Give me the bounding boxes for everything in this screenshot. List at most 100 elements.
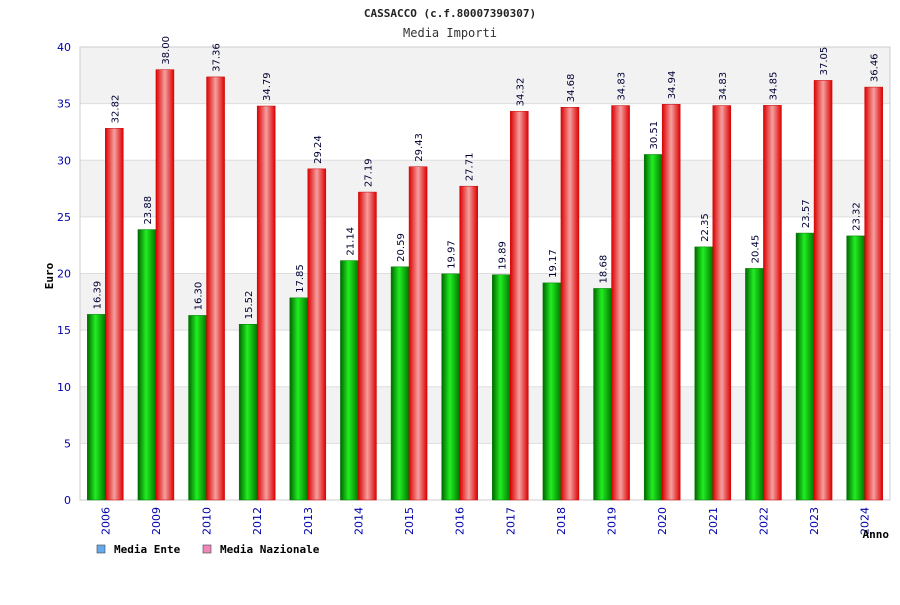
bar-media-nazionale	[307, 168, 327, 501]
value-label-media-nazionale: 37.05	[819, 47, 830, 76]
bar-media-ente	[643, 154, 663, 501]
legend: Media Ente Media Nazionale	[96, 543, 320, 556]
bar-media-ente	[745, 268, 764, 501]
x-tick-label: 2009	[150, 507, 163, 535]
y-tick-label: 20	[57, 268, 71, 281]
bar-media-nazionale	[408, 166, 428, 501]
value-label-media-nazionale: 29.24	[313, 135, 324, 164]
bar-media-ente	[795, 232, 815, 501]
bar-media-ente	[593, 288, 612, 501]
value-label-media-nazionale: 34.85	[768, 72, 779, 101]
x-axis: 2006 2009 2010 2012 2013 2014 2015 2016 2017 2018…	[99, 507, 871, 535]
bar-media-ente	[542, 282, 562, 501]
y-tick-label: 15	[57, 324, 71, 337]
bar-media-ente	[846, 235, 865, 501]
value-label-media-ente: 20.45	[750, 235, 761, 264]
x-tick-label: 2020	[656, 507, 669, 535]
legend-swatch-ente	[96, 544, 106, 554]
x-tick-label: 2014	[352, 507, 365, 535]
value-label-media-ente: 16.39	[92, 281, 103, 310]
bar-media-ente	[137, 229, 157, 501]
value-label-media-ente: 19.97	[447, 240, 458, 269]
value-label-media-ente: 15.52	[244, 291, 255, 320]
value-label-media-nazionale: 32.82	[110, 95, 121, 124]
legend-swatch-nazionale	[202, 544, 212, 554]
value-label-media-ente: 22.35	[700, 213, 711, 242]
value-label-media-nazionale: 27.19	[363, 158, 374, 187]
value-label-media-nazionale: 34.94	[667, 71, 678, 100]
y-tick-label: 10	[57, 381, 71, 394]
bar-media-nazionale	[105, 128, 124, 501]
bar-media-nazionale	[763, 105, 782, 501]
x-tick-label: 2019	[606, 507, 619, 535]
bar-media-nazionale	[459, 185, 478, 501]
y-axis-label: Euro	[43, 262, 56, 289]
value-label-media-ente: 16.30	[194, 282, 205, 311]
bar-media-nazionale	[256, 105, 276, 501]
bar-media-nazionale	[510, 111, 529, 501]
x-tick-label: 2010	[201, 507, 214, 535]
bar-media-ente	[87, 314, 106, 501]
value-label-media-ente: 21.14	[345, 227, 356, 256]
x-tick-label: 2023	[808, 507, 821, 535]
value-label-media-nazionale: 37.36	[212, 43, 223, 72]
value-label-media-ente: 18.68	[599, 255, 610, 284]
bar-media-nazionale	[712, 105, 732, 501]
y-tick-label: 25	[57, 211, 71, 224]
bar-media-ente	[340, 260, 359, 501]
value-label-media-ente: 23.57	[801, 199, 812, 228]
bar-media-ente	[694, 246, 714, 501]
y-tick-label: 5	[64, 437, 71, 450]
legend-label-ente: Media Ente	[114, 543, 181, 556]
bar-media-nazionale	[661, 104, 681, 501]
x-tick-label: 2016	[454, 507, 467, 535]
y-tick-label: 30	[57, 154, 71, 167]
value-label-media-nazionale: 34.83	[617, 72, 628, 101]
chart-title: CASSACCO (c.f.80007390307)	[364, 7, 536, 20]
y-tick-label: 35	[57, 98, 71, 111]
value-label-media-nazionale: 29.43	[414, 133, 425, 162]
value-label-media-nazionale: 34.32	[515, 78, 526, 107]
value-label-media-nazionale: 36.46	[870, 53, 881, 82]
x-tick-label: 2013	[302, 507, 315, 535]
chart-subtitle: Media Importi	[403, 26, 497, 40]
x-axis-label: Anno	[863, 528, 890, 541]
value-label-media-ente: 17.85	[295, 264, 306, 293]
bar-media-nazionale	[206, 76, 225, 501]
x-tick-label: 2024	[859, 507, 872, 535]
y-tick-label: 40	[57, 41, 71, 54]
x-tick-label: 2006	[99, 507, 112, 535]
value-label-media-ente: 19.89	[497, 241, 508, 270]
value-label-media-ente: 30.51	[649, 121, 660, 150]
value-label-media-ente: 23.88	[143, 196, 154, 225]
value-label-media-ente: 19.17	[548, 249, 559, 278]
y-axis: 0 5 10 15 20 25 30 35 40	[57, 41, 71, 507]
legend-label-nazionale: Media Nazionale	[220, 543, 320, 556]
value-label-media-ente: 23.32	[852, 202, 863, 231]
bar-media-nazionale	[560, 106, 580, 501]
bar-media-nazionale	[813, 80, 833, 501]
value-label-media-nazionale: 34.83	[718, 72, 729, 101]
bar-media-ente	[390, 266, 410, 501]
x-tick-label: 2012	[251, 507, 264, 535]
bar-media-nazionale	[611, 105, 630, 501]
y-tick-label: 0	[64, 494, 71, 507]
value-label-media-nazionale: 34.79	[262, 72, 273, 101]
bar-media-nazionale	[155, 69, 175, 501]
value-label-media-ente: 20.59	[396, 233, 407, 262]
bar-media-ente	[441, 273, 460, 501]
value-labels: 16.39 32.82 23.88 38.00 16.30 37.36 15.52 34.79…	[92, 36, 880, 319]
x-tick-label: 2022	[757, 507, 770, 535]
value-label-media-nazionale: 38.00	[161, 36, 172, 65]
bars	[87, 69, 883, 501]
value-label-media-nazionale: 34.68	[566, 74, 577, 103]
x-tick-label: 2018	[555, 507, 568, 535]
bar-media-nazionale	[864, 86, 883, 501]
bar-media-nazionale	[358, 191, 377, 501]
bar-media-ente	[188, 315, 207, 501]
bar-media-ente	[492, 274, 511, 501]
x-tick-label: 2015	[403, 507, 416, 535]
bar-media-ente	[238, 323, 258, 501]
